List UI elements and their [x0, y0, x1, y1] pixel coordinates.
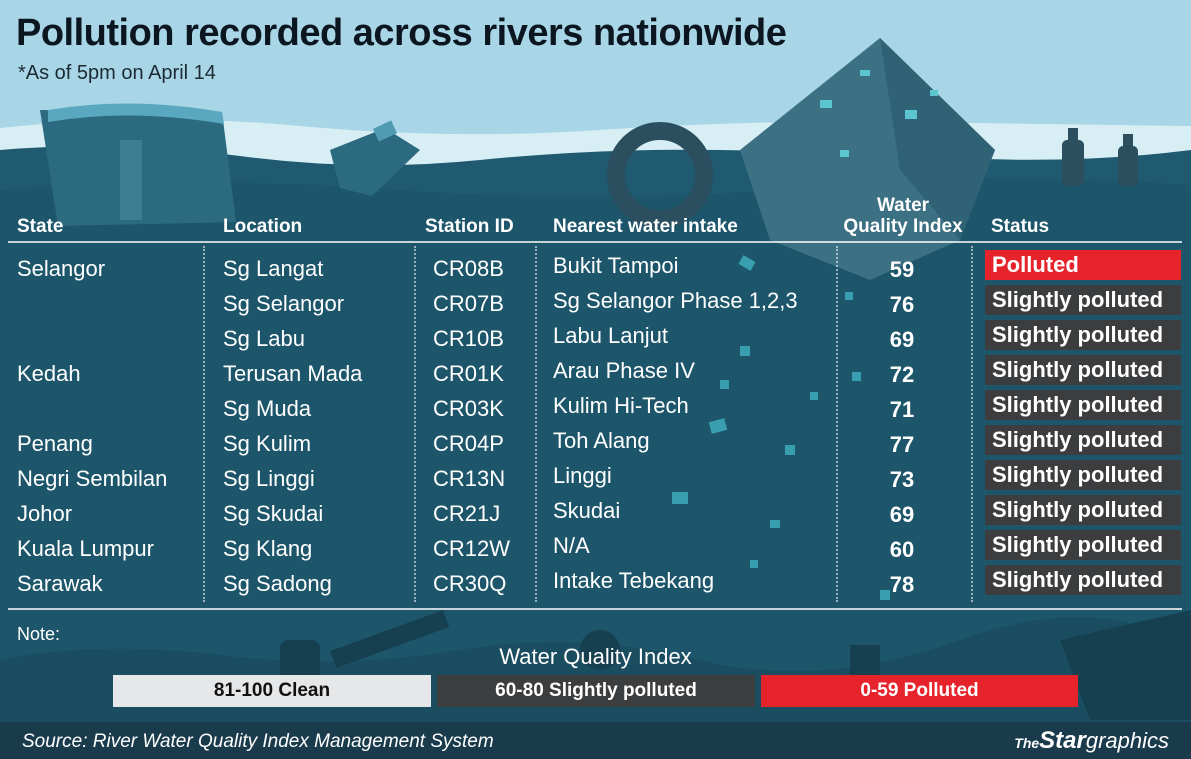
- cell-state: Kedah: [17, 361, 81, 386]
- cell-state: Penang: [17, 431, 93, 456]
- cell-station-id: CR01K: [433, 361, 504, 386]
- source-note: Source: River Water Quality Index Manage…: [22, 731, 494, 752]
- brand-the: The: [1014, 735, 1040, 751]
- cell-station-id: CR21J: [433, 501, 501, 526]
- status-badge: Slightly polluted: [985, 320, 1181, 350]
- table-bottom-divider: [8, 608, 1182, 610]
- brand-graphics: graphics: [1085, 728, 1169, 753]
- bottle-icon: [330, 120, 420, 196]
- cell-nearest-intake: Arau Phase IV: [553, 358, 695, 383]
- cell-wqi-value: 77: [889, 432, 915, 457]
- page-title: Pollution recorded across rivers nationw…: [16, 12, 787, 54]
- header-divider: [8, 241, 1182, 243]
- header-state: State: [17, 216, 64, 237]
- cell-state: Sarawak: [17, 571, 103, 596]
- cell-location: Sg Skudai: [223, 501, 324, 526]
- note-label: Note:: [17, 624, 61, 644]
- cell-wqi-value: 72: [889, 362, 915, 387]
- column-divider: [414, 246, 416, 602]
- cell-location: Sg Kulim: [223, 431, 312, 456]
- cell-nearest-intake: N/A: [553, 533, 590, 558]
- debris-particles: [672, 255, 890, 600]
- cell-station-id: CR08B: [433, 256, 504, 281]
- trash-pile-icon: [740, 38, 995, 280]
- cell-station-id: CR10B: [433, 326, 504, 351]
- cell-nearest-intake: Bukit Tampoi: [553, 253, 679, 278]
- cell-nearest-intake: Toh Alang: [553, 428, 650, 453]
- status-badge: Slightly polluted: [985, 530, 1181, 560]
- cell-location: Sg Linggi: [223, 466, 315, 491]
- page-subtitle: *As of 5pm on April 14: [18, 62, 216, 84]
- column-divider: [203, 246, 205, 602]
- status-badge: Slightly polluted: [985, 460, 1181, 490]
- status-badge: Slightly polluted: [985, 495, 1181, 525]
- header-station-id: Station ID: [425, 216, 514, 237]
- cell-state: Negri Sembilan: [17, 466, 168, 491]
- cell-station-id: CR04P: [433, 431, 504, 456]
- cell-nearest-intake: Intake Tebekang: [553, 568, 715, 593]
- brand-star: Star: [1039, 727, 1086, 754]
- cell-nearest-intake: Sg Selangor Phase 1,2,3: [553, 288, 798, 313]
- status-badge: Slightly polluted: [985, 285, 1181, 315]
- cell-state: Selangor: [17, 256, 106, 281]
- cell-location: Sg Labu: [223, 326, 305, 351]
- cell-wqi-value: 60: [889, 537, 915, 562]
- status-badge: Slightly polluted: [985, 355, 1181, 385]
- column-divider: [836, 246, 838, 602]
- header-wqi-line2: Quality Index: [843, 216, 963, 237]
- brand-logo: TheStargraphics: [1014, 727, 1169, 755]
- tyre-icon: [607, 122, 713, 228]
- cell-location: Sg Selangor: [223, 291, 345, 316]
- status-badge: Slightly polluted: [985, 425, 1181, 455]
- cell-location: Sg Klang: [223, 536, 313, 561]
- barrel-icon: [40, 103, 236, 226]
- cell-nearest-intake: Kulim Hi-Tech: [553, 393, 689, 418]
- legend-slightly-polluted: 60-80 Slightly polluted: [437, 675, 755, 707]
- cell-location: Sg Muda: [223, 396, 312, 421]
- cell-location: Sg Langat: [223, 256, 324, 281]
- cell-station-id: CR12W: [433, 536, 511, 561]
- cell-location: Sg Sadong: [223, 571, 332, 596]
- cell-state: Johor: [17, 501, 73, 526]
- column-divider: [971, 246, 973, 602]
- cell-wqi-value: 76: [889, 292, 915, 317]
- header-location: Location: [223, 216, 303, 237]
- cell-station-id: CR03K: [433, 396, 504, 421]
- cell-nearest-intake: Linggi: [553, 463, 612, 488]
- legend-clean: 81-100 Clean: [113, 675, 431, 707]
- cell-nearest-intake: Labu Lanjut: [553, 323, 668, 348]
- cell-station-id: CR07B: [433, 291, 504, 316]
- status-badge: Slightly polluted: [985, 565, 1181, 595]
- column-divider: [535, 246, 537, 602]
- legend-title: Water Quality Index: [499, 644, 692, 669]
- footer-band: [0, 722, 1191, 759]
- header-wqi: Water Quality Index: [836, 195, 970, 237]
- cell-nearest-intake: Skudai: [553, 498, 621, 523]
- cell-location: Terusan Mada: [223, 361, 363, 386]
- cell-wqi-value: 59: [889, 257, 915, 282]
- status-badge: Polluted: [985, 250, 1181, 280]
- cell-state: Kuala Lumpur: [17, 536, 154, 561]
- cell-wqi-value: 69: [889, 327, 915, 352]
- header-wqi-line1: Water: [876, 195, 930, 216]
- cell-wqi-value: 71: [889, 397, 915, 422]
- bottles-right-icon: [1062, 128, 1138, 186]
- cell-wqi-value: 78: [889, 572, 915, 597]
- status-badge: Slightly polluted: [985, 390, 1181, 420]
- header-status: Status: [991, 216, 1050, 237]
- cell-wqi-value: 69: [889, 502, 915, 527]
- cell-wqi-value: 73: [889, 467, 915, 492]
- header-nearest-intake: Nearest water intake: [553, 216, 738, 237]
- cell-station-id: CR13N: [433, 466, 506, 491]
- cell-station-id: CR30Q: [433, 571, 507, 596]
- legend-polluted: 0-59 Polluted: [761, 675, 1078, 707]
